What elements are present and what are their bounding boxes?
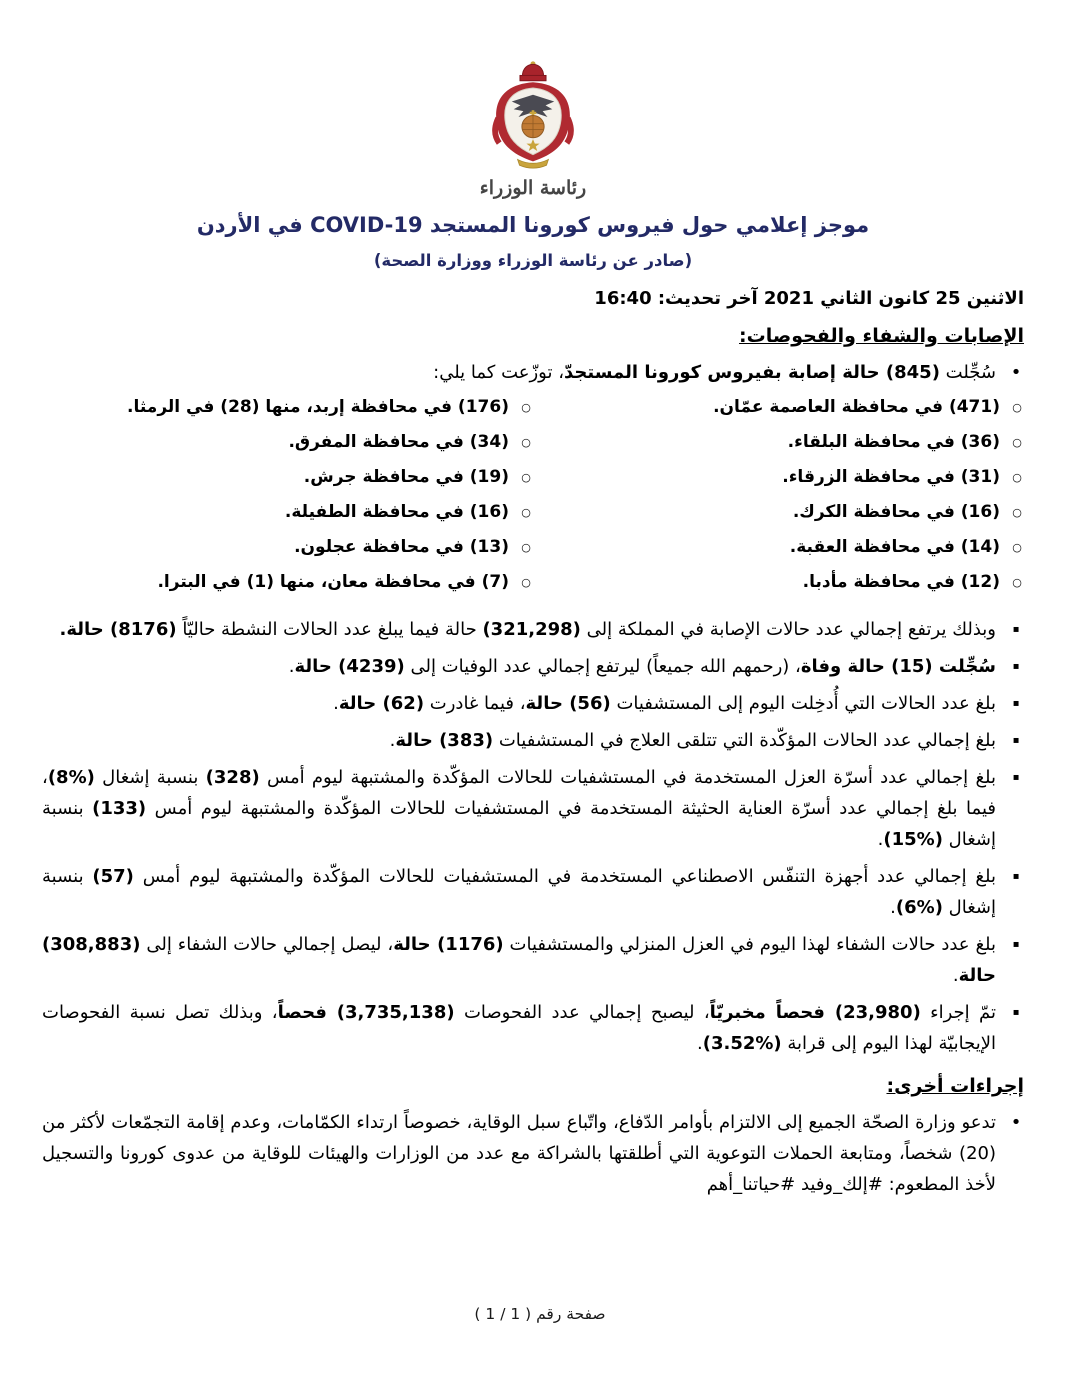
confirmed-in-hospitals-text: بلغ إجمالي عدد الحالات المؤكّدة التي تتل…: [389, 730, 996, 751]
bullet-dot-icon: •: [1010, 362, 1022, 383]
bullet-hospital-admissions: ▪ بلغ عدد الحالات التي أُدخِلت اليوم إلى…: [42, 688, 1024, 719]
bullet-new-cases: • سُجِّلت (845) حالة إصابة بفيروس كورونا…: [42, 357, 1024, 388]
governorate-item-zarqa: ○ (31) في محافظة الزرقاء.: [533, 464, 1024, 491]
bullet-circle-icon: ○: [521, 576, 531, 589]
governorate-text: (34) في محافظة المفرق.: [288, 432, 509, 452]
bullet-circle-icon: ○: [521, 401, 531, 414]
bullet-circle-icon: ○: [1012, 436, 1022, 449]
bullet-dot-icon: •: [1010, 1112, 1022, 1133]
bullet-square-icon: ▪: [1012, 661, 1020, 672]
ventilators-text: بلغ إجمالي عدد أجهزة التنفّس الاصطناعي ا…: [42, 866, 996, 918]
governorate-column-left: ○ (176) في محافظة إربد، منها (28) في الرم…: [42, 394, 533, 604]
governorate-column-right: ○ (471) في محافظة العاصمة عمّان. ○ (36) في…: [533, 394, 1024, 604]
bullet-square-icon: ▪: [1012, 624, 1020, 635]
hospital-admissions-text: بلغ عدد الحالات التي أُدخِلت اليوم إلى ا…: [333, 693, 996, 714]
bullet-circle-icon: ○: [1012, 401, 1022, 414]
deaths-text: سُجِّلت (15) حالة وفاة، (رحمهم الله جميع…: [288, 656, 996, 677]
bullet-square-icon: ▪: [1012, 772, 1020, 783]
governorate-item-balqa: ○ (36) في محافظة البلقاء.: [533, 429, 1024, 456]
governorate-text: (16) في محافظة الكرك.: [792, 502, 1000, 522]
governorate-item-aqaba: ○ (14) في محافظة العقبة.: [533, 534, 1024, 561]
governorate-item-karak: ○ (16) في محافظة الكرك.: [533, 499, 1024, 526]
governorate-item-ajloun: ○ (13) في محافظة عجلون.: [42, 534, 533, 561]
governorate-text: (12) في محافظة مأدبا.: [802, 572, 1000, 592]
governorate-text: (19) في محافظة جرش.: [303, 467, 509, 487]
bullet-circle-icon: ○: [1012, 506, 1022, 519]
governorate-list: ○ (471) في محافظة العاصمة عمّان. ○ (36) في…: [42, 394, 1024, 604]
governorate-text: (31) في محافظة الزرقاء.: [782, 467, 1000, 487]
governorate-text: (471) في محافظة العاصمة عمّان.: [713, 397, 1000, 417]
bullet-circle-icon: ○: [521, 436, 531, 449]
coat-of-arms-icon: [492, 61, 574, 169]
bullet-confirmed-in-hospitals: ▪ بلغ إجمالي عدد الحالات المؤكّدة التي ت…: [42, 725, 1024, 756]
section-heading-other-procedures: إجراءات أخرى:: [886, 1075, 1024, 1097]
governorate-text: (7) في محافظة معان، منها (1) في البترا.: [157, 572, 509, 592]
date-line: الاثنين 25 كانون الثاني 2021 آخر تحديث: …: [594, 288, 1024, 309]
governorate-text: (14) في محافظة العقبة.: [789, 537, 1000, 557]
document-subtitle: (صادر عن رئاسة الوزراء ووزارة الصحة): [373, 251, 693, 270]
section-infections: الإصابات والشفاء والفحوصات: • سُجِّلت (8…: [42, 325, 1024, 1059]
governorate-item-irbid: ○ (176) في محافظة إربد، منها (28) في الرم…: [42, 394, 533, 421]
bullet-circle-icon: ○: [1012, 471, 1022, 484]
governorate-item-mafraq: ○ (34) في محافظة المفرق.: [42, 429, 533, 456]
governorate-text: (36) في محافظة البلقاء.: [787, 432, 1000, 452]
bullet-circle-icon: ○: [521, 541, 531, 554]
bullet-square-icon: ▪: [1012, 1007, 1020, 1018]
recoveries-text: بلغ عدد حالات الشفاء لهذا اليوم في العزل…: [42, 934, 996, 986]
bullet-recoveries: ▪ بلغ عدد حالات الشفاء لهذا اليوم في الع…: [42, 929, 1024, 991]
bullet-total-cases: ▪ وبذلك يرتفع إجمالي عدد حالات الإصابة ف…: [42, 614, 1024, 645]
bullet-circle-icon: ○: [1012, 541, 1022, 554]
bullet-square-icon: ▪: [1012, 735, 1020, 746]
governorate-text: (176) في محافظة إربد، منها (28) في الرمث…: [127, 397, 509, 417]
governorate-text: (16) في محافظة الطفيلة.: [284, 502, 509, 522]
jordan-coat-of-arms-logo: رئاسة الوزراء: [42, 60, 1024, 199]
bullet-circle-icon: ○: [1012, 576, 1022, 589]
new-cases-intro-text: سُجِّلت (845) حالة إصابة بفيروس كورونا ا…: [433, 362, 996, 383]
governorate-item-tafileh: ○ (16) في محافظة الطفيلة.: [42, 499, 533, 526]
bullet-deaths: ▪ سُجِّلت (15) حالة وفاة، (رحمهم الله جم…: [42, 651, 1024, 682]
bullet-square-icon: ▪: [1012, 939, 1020, 950]
isolation-beds-text: بلغ إجمالي عدد أسرّة العزل المستخدمة في …: [42, 767, 996, 850]
page-number-label: صفحة رقم ( 1 / 1 ): [474, 1305, 606, 1323]
page-footer: صفحة رقم ( 1 / 1 ): [0, 1305, 1080, 1323]
bullet-circle-icon: ○: [521, 471, 531, 484]
tests-text: تمّ إجراء (23,980) فحصاً مخبريّاً، ليصبح…: [42, 1002, 996, 1054]
bullet-ventilators: ▪ بلغ إجمالي عدد أجهزة التنفّس الاصطناعي…: [42, 861, 1024, 923]
bullet-square-icon: ▪: [1012, 698, 1020, 709]
bullet-tests: ▪ تمّ إجراء (23,980) فحصاً مخبريّاً، ليص…: [42, 997, 1024, 1059]
logo-caption: رئاسة الوزراء: [479, 177, 587, 199]
document-title: موجز إعلامي حول فيروس كورونا المستجد COV…: [196, 213, 870, 237]
governorate-item-jerash: ○ (19) في محافظة جرش.: [42, 464, 533, 491]
bullet-circle-icon: ○: [521, 506, 531, 519]
governorate-item-amman: ○ (471) في محافظة العاصمة عمّان.: [533, 394, 1024, 421]
governorate-text: (13) في محافظة عجلون.: [294, 537, 509, 557]
governorate-item-madaba: ○ (12) في محافظة مأدبا.: [533, 569, 1024, 596]
document-header: رئاسة الوزراء موجز إعلامي حول فيروس كورو…: [42, 60, 1024, 309]
bullet-isolation-beds: ▪ بلغ إجمالي عدد أسرّة العزل المستخدمة ف…: [42, 762, 1024, 855]
section-other-procedures: إجراءات أخرى: • تدعو وزارة الصحّة الجميع…: [42, 1075, 1024, 1200]
health-ministry-call-text: تدعو وزارة الصحّة الجميع إلى الالتزام بأ…: [42, 1112, 996, 1195]
bullet-health-ministry-call: • تدعو وزارة الصحّة الجميع إلى الالتزام …: [42, 1107, 1024, 1200]
bullet-square-icon: ▪: [1012, 871, 1020, 882]
total-cases-text: وبذلك يرتفع إجمالي عدد حالات الإصابة في …: [59, 619, 997, 640]
governorate-item-maan: ○ (7) في محافظة معان، منها (1) في البترا.: [42, 569, 533, 596]
section-heading-infections: الإصابات والشفاء والفحوصات:: [739, 325, 1024, 347]
